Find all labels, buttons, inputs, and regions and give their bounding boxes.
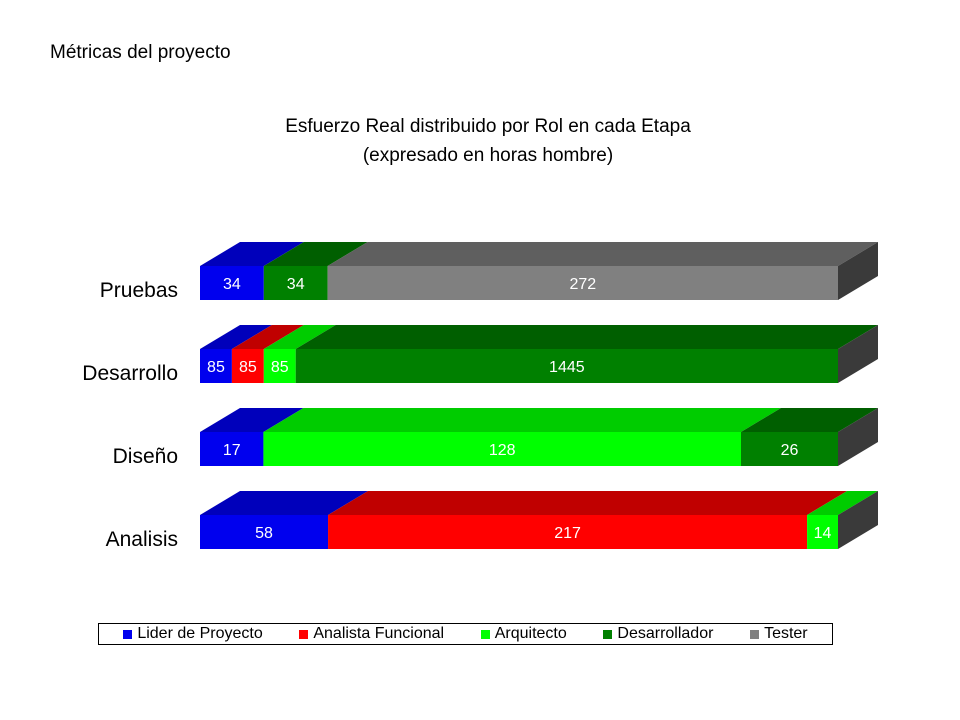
legend-item-lider: Lider de Proyecto <box>123 625 263 643</box>
bar-top-analisis-lider-de-proyecto <box>200 491 369 515</box>
bar-diseno-arquitecto <box>263 432 741 466</box>
legend-swatch-lider <box>123 629 133 639</box>
bar-desarrollo-desarrollador <box>295 349 838 383</box>
bar-side-analisis <box>838 491 878 549</box>
bar-desarrollo-arquitecto <box>263 349 296 383</box>
bar-top-analisis-arquitecto <box>807 491 878 515</box>
legend-label-tester: Tester <box>764 625 808 642</box>
value-label-desarrollo-arquitecto: 85 <box>271 359 289 376</box>
bar-diseno-desarrollador <box>740 432 838 466</box>
value-label-diseno-lider-de-proyecto: 17 <box>223 442 241 459</box>
bar-analisis-analista-funcional <box>328 515 808 549</box>
value-label-desarrollo-desarrollador: 1445 <box>549 359 585 376</box>
bar-top-diseno-desarrollador <box>740 408 878 432</box>
value-label-analisis-lider-de-proyecto: 58 <box>255 525 273 542</box>
bar-desarrollo-lider-de-proyecto <box>200 349 232 383</box>
bar-top-pruebas-lider-de-proyecto <box>200 242 304 266</box>
bar-side-desarrollo <box>838 325 878 383</box>
bar-top-pruebas-tester <box>327 242 879 266</box>
bar-pruebas-desarrollador <box>263 266 328 300</box>
bar-pruebas-lider-de-proyecto <box>200 266 264 300</box>
bar-top-desarrollo-desarrollador <box>295 325 878 349</box>
category-label-pruebas: Pruebas <box>100 279 178 302</box>
legend-label-lider: Lider de Proyecto <box>137 625 263 642</box>
chart-title: Esfuerzo Real distribuido por Rol en cad… <box>0 112 960 170</box>
bar-top-diseno-arquitecto <box>263 408 781 432</box>
legend-swatch-arquitecto <box>480 629 490 639</box>
legend-label-analista: Analista Funcional <box>313 625 445 642</box>
legend-item-analista: Analista Funcional <box>299 625 444 643</box>
bar-pruebas-tester <box>327 266 838 300</box>
bar-diseno-lider-de-proyecto <box>200 432 264 466</box>
page-title: Métricas del proyecto <box>50 42 231 63</box>
legend-label-arquitecto: Arquitecto <box>494 625 567 642</box>
chart-title-line-2: (expresado en horas hombre) <box>362 145 614 166</box>
category-label-diseno: Diseño <box>113 445 178 468</box>
bar-top-desarrollo-analista-funcional <box>231 325 304 349</box>
legend-item-desarrollador: Desarrollador <box>603 625 713 643</box>
bar-top-desarrollo-lider-de-proyecto <box>200 325 272 349</box>
legend-label-desarrollador: Desarrollador <box>617 625 714 642</box>
bar-top-diseno-lider-de-proyecto <box>200 408 304 432</box>
chart-title-line-1: Esfuerzo Real distribuido por Rol en cad… <box>285 116 691 137</box>
chart-legend: Lider de Proyecto Analista Funcional Arq… <box>98 623 833 645</box>
bar-top-desarrollo-arquitecto <box>263 325 336 349</box>
value-label-pruebas-tester: 272 <box>569 276 596 293</box>
category-label-desarrollo: Desarrollo <box>82 362 178 385</box>
value-label-pruebas-desarrollador: 34 <box>287 276 305 293</box>
value-label-diseno-arquitecto: 128 <box>489 442 516 459</box>
value-label-diseno-desarrollador: 26 <box>781 442 799 459</box>
legend-swatch-analista <box>299 629 309 639</box>
bar-top-analisis-analista-funcional <box>328 491 848 515</box>
bar-side-diseno <box>838 408 878 466</box>
legend-swatch-tester <box>750 629 760 639</box>
bar-top-pruebas-desarrollador <box>263 242 368 266</box>
bar-desarrollo-analista-funcional <box>231 349 264 383</box>
value-label-analisis-arquitecto: 14 <box>814 525 832 542</box>
value-label-desarrollo-analista-funcional: 85 <box>239 359 257 376</box>
legend-item-tester: Tester <box>750 625 808 643</box>
bar-analisis-lider-de-proyecto <box>200 515 329 549</box>
value-label-pruebas-lider-de-proyecto: 34 <box>223 276 241 293</box>
bar-analisis-arquitecto <box>807 515 838 549</box>
value-label-analisis-analista-funcional: 217 <box>554 525 581 542</box>
bar-side-pruebas <box>838 242 878 300</box>
category-label-analisis: Analisis <box>106 528 178 551</box>
legend-item-arquitecto: Arquitecto <box>480 625 567 643</box>
legend-swatch-desarrollador <box>603 629 613 639</box>
value-label-desarrollo-lider-de-proyecto: 85 <box>207 359 225 376</box>
